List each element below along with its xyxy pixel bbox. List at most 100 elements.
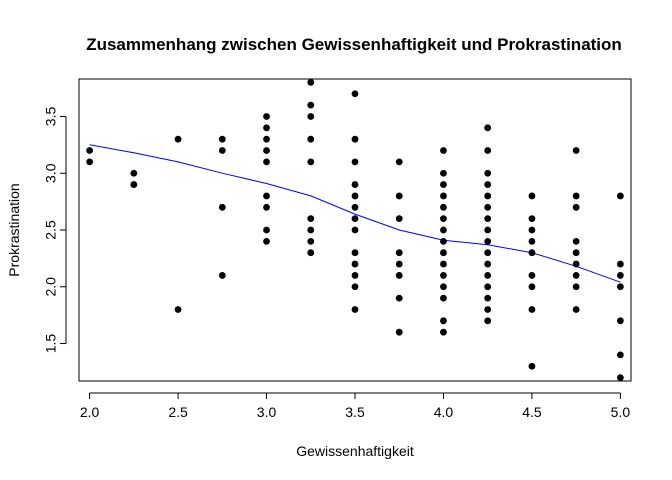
x-tick-label: 5.0 — [611, 404, 631, 420]
data-point — [528, 215, 536, 223]
data-point — [484, 249, 492, 257]
data-point — [528, 306, 536, 313]
data-point — [484, 203, 492, 211]
data-point — [528, 237, 536, 245]
data-point — [616, 351, 624, 359]
data-point — [218, 203, 226, 211]
y-axis-label: Prokrastination — [6, 183, 22, 276]
data-point — [484, 226, 492, 234]
data-point — [86, 147, 94, 154]
data-point — [263, 158, 270, 166]
data-point — [351, 283, 359, 291]
data-point — [351, 306, 359, 313]
y-tick-label: 3.0 — [43, 163, 59, 183]
data-point — [307, 226, 315, 234]
data-point — [440, 328, 447, 336]
x-tick-label: 2.0 — [80, 404, 100, 420]
data-point — [395, 260, 403, 268]
data-point — [572, 272, 580, 279]
data-point — [395, 328, 403, 336]
data-point — [528, 272, 536, 279]
data-point — [440, 237, 447, 245]
data-point — [440, 249, 447, 257]
data-point — [307, 113, 315, 120]
data-point — [484, 169, 492, 177]
data-point — [130, 169, 138, 177]
data-point — [351, 249, 359, 257]
x-tick-label: 3.5 — [345, 404, 365, 420]
data-point — [351, 272, 359, 279]
data-point — [440, 215, 447, 223]
data-point — [616, 283, 624, 291]
data-point — [307, 158, 315, 166]
data-point — [440, 226, 447, 234]
y-tick-label: 3.5 — [43, 107, 59, 127]
data-point — [263, 113, 270, 120]
data-point — [395, 294, 403, 302]
chart-title: Zusammenhang zwischen Gewissenhaftigkeit… — [86, 35, 622, 54]
x-tick-label: 4.0 — [434, 404, 454, 420]
data-point — [440, 294, 447, 302]
y-axis: 1.5 2.0 2.5 3.0 3.5 — [43, 107, 67, 354]
data-point — [440, 317, 447, 325]
data-point — [395, 215, 403, 223]
data-point — [616, 317, 624, 325]
data-point — [263, 135, 270, 143]
data-point — [484, 306, 492, 313]
data-point — [351, 158, 359, 166]
data-point — [528, 249, 536, 257]
data-point — [440, 203, 447, 211]
data-point — [351, 215, 359, 223]
x-axis: 2.0 2.5 3.0 3.5 4.0 4.5 5.0 — [80, 392, 631, 420]
data-point — [440, 181, 447, 188]
data-point — [572, 260, 580, 268]
data-point — [263, 192, 270, 200]
data-point — [218, 147, 226, 154]
data-point — [440, 169, 447, 177]
data-point — [572, 283, 580, 291]
data-point — [528, 226, 536, 234]
data-point — [484, 237, 492, 245]
data-point — [440, 272, 447, 279]
x-axis-label: Gewissenhaftigkeit — [296, 443, 414, 459]
data-point — [528, 192, 536, 200]
data-point — [351, 192, 359, 200]
data-point — [572, 192, 580, 200]
data-point — [484, 192, 492, 200]
data-point — [307, 135, 315, 143]
data-point — [351, 203, 359, 211]
data-point — [616, 192, 624, 200]
data-point — [616, 260, 624, 268]
x-tick-label: 4.5 — [522, 404, 542, 420]
data-point — [572, 249, 580, 257]
data-point — [440, 192, 447, 200]
data-point — [484, 294, 492, 302]
x-tick-label: 3.0 — [257, 404, 277, 420]
data-point — [395, 272, 403, 279]
data-point — [484, 147, 492, 154]
data-point — [395, 192, 403, 200]
data-point — [307, 237, 315, 245]
data-point — [484, 272, 492, 279]
y-tick-label: 1.5 — [43, 334, 59, 354]
data-point — [351, 90, 359, 98]
data-point — [351, 260, 359, 268]
data-point — [174, 306, 182, 313]
data-point — [484, 260, 492, 268]
data-point — [351, 226, 359, 234]
data-point — [218, 272, 226, 279]
data-point — [351, 135, 359, 143]
data-point — [484, 317, 492, 325]
data-point — [616, 374, 624, 381]
data-point — [528, 362, 536, 370]
data-point — [263, 147, 270, 154]
data-point — [86, 158, 94, 166]
data-point — [130, 181, 138, 188]
data-point — [440, 147, 447, 154]
data-point — [395, 158, 403, 166]
y-tick-label: 2.0 — [43, 277, 59, 297]
data-point — [484, 181, 492, 188]
x-tick-label: 2.5 — [168, 404, 188, 420]
data-point — [263, 226, 270, 234]
